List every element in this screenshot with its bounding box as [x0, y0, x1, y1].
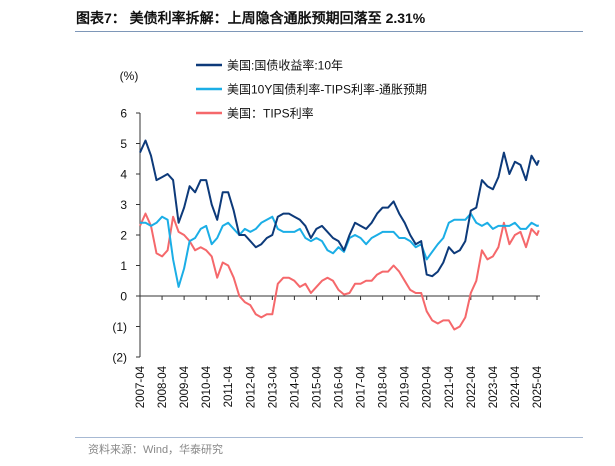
x-tick-label: 2010-04: [201, 365, 213, 408]
y-tick-label: 4: [120, 168, 127, 182]
series-lines: [139, 139, 540, 331]
x-tick-label: 2011-04: [223, 365, 235, 407]
x-tick-label: 2020-04: [422, 365, 434, 408]
x-tick-label: 2009-04: [179, 365, 191, 408]
figure-title: 图表7： 美债利率拆解：上周隐含通胀预期回落至 2.31%: [76, 10, 426, 26]
y-tick-label: (1): [112, 320, 127, 334]
x-tick-label: 2012-04: [245, 365, 257, 408]
x-tick-label: 2014-04: [289, 365, 301, 408]
x-tick-label: 2022-04: [466, 365, 478, 408]
series-line-1: [140, 212, 540, 288]
series-line-0: [139, 139, 540, 278]
title-divider: [75, 31, 583, 32]
x-tick-label: 2018-04: [378, 365, 390, 408]
y-tick-label: 2: [120, 229, 127, 243]
legend-label-2: 美国：TIPS利率: [227, 106, 314, 121]
series-line-2: [139, 212, 540, 331]
y-tick-label: (2): [112, 351, 127, 365]
x-tick-label: 2019-04: [400, 365, 412, 408]
y-tick-label: 0: [120, 290, 127, 304]
y-axis-unit-label: (%): [120, 69, 139, 83]
x-tick-label: 2021-04: [444, 365, 456, 408]
legend-label-1: 美国10Y国债利率-TIPS利率-通胀预期: [227, 82, 427, 97]
x-tick-label: 2017-04: [356, 365, 368, 408]
x-tick-label: 2013-04: [267, 365, 279, 408]
y-tick-label: 5: [120, 137, 127, 151]
legend: 美国:国债收益率:10年美国10Y国债利率-TIPS利率-通胀预期美国：TIPS…: [196, 58, 427, 121]
y-tick-label: 1: [120, 259, 127, 273]
x-tick-label: 2016-04: [334, 365, 346, 408]
x-tick-label: 2008-04: [157, 365, 169, 408]
x-tick-label: 2025-04: [532, 365, 544, 408]
legend-label-0: 美国:国债收益率:10年: [227, 58, 343, 73]
axes: 6 5 4 3 2 1 0 (1) (2) 2007-04 2008-04 2009-04 2010-0…: [112, 107, 544, 409]
x-tick-label: 2015-04: [311, 365, 323, 408]
source-note: 资料来源：Wind，华泰研究: [88, 444, 224, 456]
y-tick-label: 3: [120, 198, 127, 212]
x-tick-label: 2023-04: [488, 365, 500, 408]
x-tick-label: 2007-04: [135, 365, 147, 408]
footer-divider: [75, 437, 583, 438]
x-tick-label: 2024-04: [510, 365, 522, 408]
y-tick-label: 6: [120, 107, 127, 121]
